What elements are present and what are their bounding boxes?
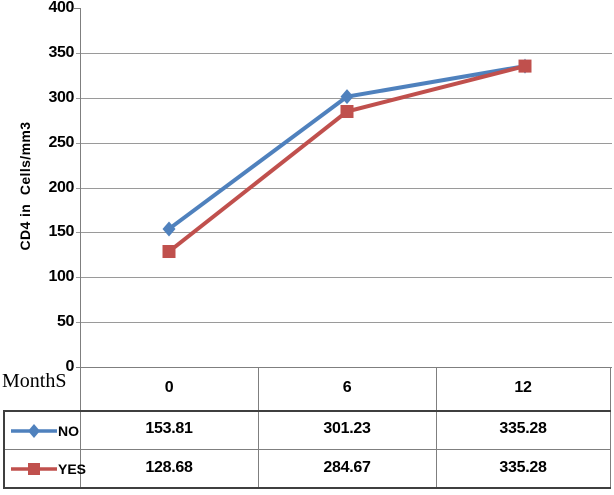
gridline xyxy=(76,277,612,278)
table-cell: 301.23 xyxy=(323,420,371,437)
table-border xyxy=(3,410,611,412)
y-tick-label: 0 xyxy=(65,358,75,375)
y-tick-label: 250 xyxy=(48,134,75,151)
legend-label-yes: YES xyxy=(58,461,87,477)
y-tick-mark xyxy=(74,8,81,9)
gridline xyxy=(76,143,612,144)
y-tick-label: 100 xyxy=(48,268,75,285)
legend-key-no-icon xyxy=(11,424,57,438)
table-cell: 284.67 xyxy=(323,459,371,476)
x-axis-line xyxy=(76,367,612,368)
gridline xyxy=(76,232,612,233)
table-cell: 335.28 xyxy=(499,420,547,437)
table-cell: 153.81 xyxy=(145,420,193,437)
table-border xyxy=(3,487,611,489)
legend-row-no: NO xyxy=(3,412,80,449)
table-cell: 128.68 xyxy=(145,459,193,476)
y-axis-line xyxy=(80,8,81,488)
table-border xyxy=(3,449,611,450)
legend-label-no: NO xyxy=(58,423,79,439)
table-border xyxy=(436,367,437,488)
legend-key-yes-icon xyxy=(11,463,57,475)
legend-row-yes: YES xyxy=(3,450,86,487)
table-border xyxy=(610,367,611,488)
table-cell: 335.28 xyxy=(499,459,547,476)
gridline xyxy=(76,188,612,189)
column-header: 0 xyxy=(164,379,174,396)
gridline xyxy=(76,322,612,323)
table-border xyxy=(3,410,5,489)
y-tick-label: 300 xyxy=(48,89,75,106)
table-border xyxy=(258,367,259,488)
y-tick-label: 150 xyxy=(48,223,75,240)
x-axis-label: MonthS xyxy=(2,370,67,392)
gridline xyxy=(76,53,612,54)
y-tick-label: 50 xyxy=(57,313,74,330)
y-tick-label: 200 xyxy=(48,179,75,196)
column-header: 12 xyxy=(514,379,532,396)
column-header: 6 xyxy=(342,379,352,396)
y-tick-label: 350 xyxy=(48,44,75,61)
y-tick-label: 400 xyxy=(48,0,75,16)
